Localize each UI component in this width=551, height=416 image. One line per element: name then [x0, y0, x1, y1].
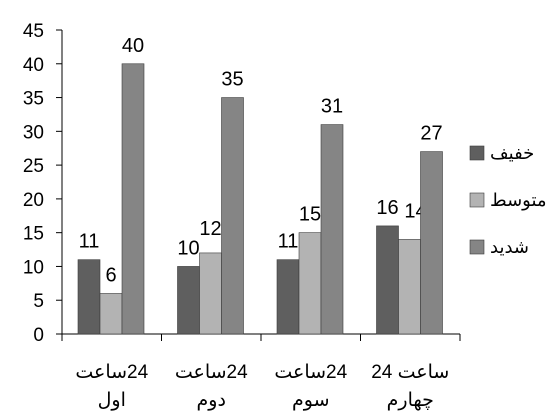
data-label: 12	[199, 218, 221, 240]
x-category-label: ساعت 24	[371, 362, 449, 383]
y-tick-label: 5	[33, 291, 44, 312]
y-tick-label: 25	[23, 156, 44, 177]
data-label: 35	[221, 69, 243, 91]
x-category-label: اول	[98, 390, 126, 411]
y-tick-label: 10	[23, 257, 44, 278]
bar	[276, 259, 300, 335]
y-tick-label: 40	[23, 55, 44, 76]
x-category-label: چهارم	[387, 390, 434, 411]
x-category-label: 24ساعت	[274, 362, 347, 383]
y-tick-label: 30	[23, 122, 44, 143]
y-tick-label: 45	[23, 21, 44, 42]
data-label: 10	[177, 237, 199, 259]
y-tick-label: 15	[23, 224, 44, 245]
bar	[320, 124, 344, 335]
data-label: 11	[79, 231, 100, 253]
legend-swatch	[469, 145, 485, 161]
legend-label: خفيف	[490, 143, 534, 163]
data-label: 27	[420, 123, 442, 145]
bar	[199, 252, 222, 335]
y-tick-label: 0	[33, 325, 44, 346]
bar	[376, 225, 399, 335]
bar	[77, 259, 101, 335]
data-label: 6	[105, 264, 116, 286]
y-tick-label: 35	[23, 89, 44, 110]
x-category-label: سوم	[292, 390, 330, 411]
bar	[177, 266, 200, 335]
legend-label: شديد	[490, 237, 529, 257]
bar	[121, 63, 145, 335]
bar	[221, 97, 244, 335]
y-tick-label: 20	[23, 190, 44, 211]
data-label: 15	[299, 204, 321, 226]
x-category-label: 24ساعت	[175, 362, 248, 383]
bar	[298, 232, 322, 335]
data-label: 11	[278, 231, 299, 253]
bar	[398, 239, 421, 335]
legend-label: متوسط	[490, 190, 547, 211]
data-label: 16	[376, 197, 398, 219]
data-label: 40	[122, 35, 144, 57]
data-label: 31	[321, 96, 343, 118]
legend-swatch	[469, 239, 485, 255]
bar	[99, 293, 123, 335]
bar	[420, 151, 443, 335]
legend-swatch	[469, 192, 485, 208]
x-category-label: دوم	[197, 390, 226, 411]
x-category-label: 24ساعت	[75, 362, 148, 383]
